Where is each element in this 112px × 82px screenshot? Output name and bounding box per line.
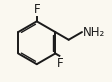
Text: F: F bbox=[33, 3, 40, 16]
Text: NH₂: NH₂ bbox=[83, 26, 105, 39]
Text: F: F bbox=[56, 57, 63, 70]
